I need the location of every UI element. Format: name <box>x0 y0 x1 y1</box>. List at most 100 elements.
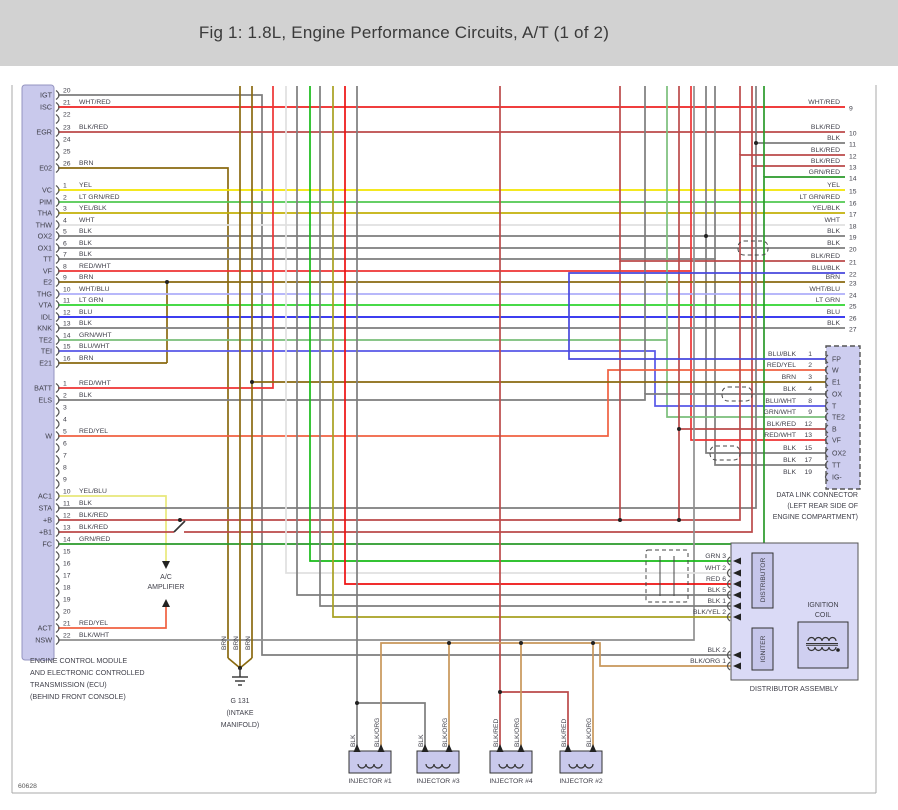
ecu-terminal-label: TT <box>43 255 52 264</box>
ecu-pin-number: 15 <box>63 344 71 351</box>
dlc-pin-bracket <box>824 377 829 387</box>
arrow-left-icon <box>733 580 741 588</box>
right-pin-number: 17 <box>849 212 857 219</box>
ground-caption: G 131 <box>230 698 249 705</box>
junction-dot <box>677 518 681 522</box>
wire-color-label: BLK/ORG 1 <box>690 658 726 665</box>
ground-caption: MANIFOLD) <box>221 722 260 729</box>
arrow-up-icon <box>589 744 597 752</box>
wire-blk-red <box>500 691 569 752</box>
wire-color-label: RED/WHT <box>79 263 111 270</box>
wire-blk-org <box>380 642 731 752</box>
coil-winding <box>807 636 837 642</box>
ecu-terminal-label: VC <box>42 186 52 195</box>
right-pin-number: 23 <box>849 281 857 288</box>
wire-color-label: BLK <box>79 251 92 258</box>
junction-dot <box>677 427 681 431</box>
dlc-pin-bracket <box>824 354 829 364</box>
dlc-caption: ENGINE COMPARTMENT) <box>773 514 858 521</box>
coil-winding <box>807 646 837 652</box>
dlc-pin-number: 13 <box>804 432 812 439</box>
right-pin-number: 25 <box>849 304 857 311</box>
ecu-pin-number: 24 <box>63 137 71 144</box>
arrow-left-icon <box>733 591 741 599</box>
injector-coil-icon <box>498 763 524 769</box>
ecu-pin-bracket <box>55 358 60 368</box>
distributor-pin-bracket <box>726 579 731 589</box>
dlc-pin-number: 12 <box>804 421 812 428</box>
ecu-terminal-label: THG <box>37 290 53 299</box>
ecu-pin-bracket <box>55 185 60 195</box>
dlc-pin-bracket <box>824 389 829 399</box>
ecu-pin-number: 11 <box>63 501 70 508</box>
dlc-pin-bracket <box>824 412 829 422</box>
junction-dot <box>447 641 451 645</box>
wire-color-label: BLK/RED <box>79 124 108 131</box>
ecu-pin-number: 21 <box>63 621 71 628</box>
wire-color-label: RED 6 <box>706 576 726 583</box>
wire-color-label: BLK/WHT <box>79 632 109 639</box>
arrow-up-icon <box>162 599 170 607</box>
ecu-pin-number: 10 <box>63 489 71 496</box>
dlc-pin-number: 8 <box>808 398 812 405</box>
wire-color-label: YEL/BLU <box>79 488 107 495</box>
dlc-pin-number: 17 <box>804 457 812 464</box>
wire-color-label: GRN 3 <box>705 553 726 560</box>
ecu-pin-number: 13 <box>63 321 71 328</box>
dlc-terminal-label: E1 <box>832 380 841 387</box>
ecu-terminal-label: OX1 <box>38 244 52 253</box>
igniter-label: IGNITER <box>760 635 767 662</box>
ecu-pin-number: 2 <box>63 393 67 400</box>
junction-dot <box>754 141 758 145</box>
ecu-pin-number: 20 <box>63 609 71 616</box>
wire-color-label: BLK <box>418 734 425 747</box>
ecu-pin-bracket <box>55 312 60 322</box>
ecu-pin-bracket <box>55 503 60 513</box>
wire-color-label: BLK <box>79 240 92 247</box>
arrow-left-icon <box>733 651 741 659</box>
arrow-left-icon <box>733 613 741 621</box>
wire-color-label: BLK 2 <box>707 647 726 654</box>
distributor-pin-bracket <box>726 568 731 578</box>
ecu-pin-number: 5 <box>63 229 67 236</box>
ecu-pin-bracket <box>55 220 60 230</box>
ecu-pin-number: 9 <box>63 477 67 484</box>
wire-blk-red <box>58 154 845 521</box>
ecu-pin-bracket <box>55 431 60 441</box>
ecu-caption: TRANSMISSION (ECU) <box>30 680 107 689</box>
ecu-pin-bracket <box>55 563 60 573</box>
right-pin-number: 26 <box>849 316 857 323</box>
arrow-up-icon <box>564 744 572 752</box>
wire-color-label: BLK/RED <box>811 147 840 154</box>
dlc-pin-number: 2 <box>808 362 812 369</box>
ecu-pin-bracket <box>55 90 60 100</box>
wire-color-label: YEL <box>827 182 840 189</box>
injector-label: INJECTOR #2 <box>559 778 603 785</box>
distributor-pin-bracket <box>726 601 731 611</box>
wire-sw <box>173 520 186 533</box>
wire-color-label: BLK/RED <box>561 719 568 747</box>
wire-blk-yel <box>332 86 731 618</box>
right-pin-number: 9 <box>849 106 853 113</box>
arrow-up-icon <box>353 744 361 752</box>
dlc-pin-bracket <box>824 435 829 445</box>
ecu-pin-number: 21 <box>63 100 71 107</box>
ac-amplifier-caption: A/C <box>160 574 172 581</box>
injector-box <box>348 750 392 774</box>
junction-dot <box>704 234 708 238</box>
injector-label: INJECTOR #1 <box>348 778 392 785</box>
figure-title-bar: Fig 1: 1.8L, Engine Performance Circuits… <box>0 0 898 66</box>
ignition-coil-label: COIL <box>815 612 831 619</box>
arrow-up-icon <box>496 744 504 752</box>
wire-color-label: BRN <box>221 636 228 650</box>
ecu-pin-bracket <box>55 102 60 112</box>
wire-color-label: BLK/RED <box>79 512 108 519</box>
ecu-pin-bracket <box>55 491 60 501</box>
wire-color-label: BLK <box>79 392 92 399</box>
ecu-pin-number: 11 <box>63 298 70 305</box>
wire-blk <box>58 142 845 509</box>
ecu-terminal-label: BATT <box>34 384 52 393</box>
wire-color-label: WHT/RED <box>808 99 840 106</box>
